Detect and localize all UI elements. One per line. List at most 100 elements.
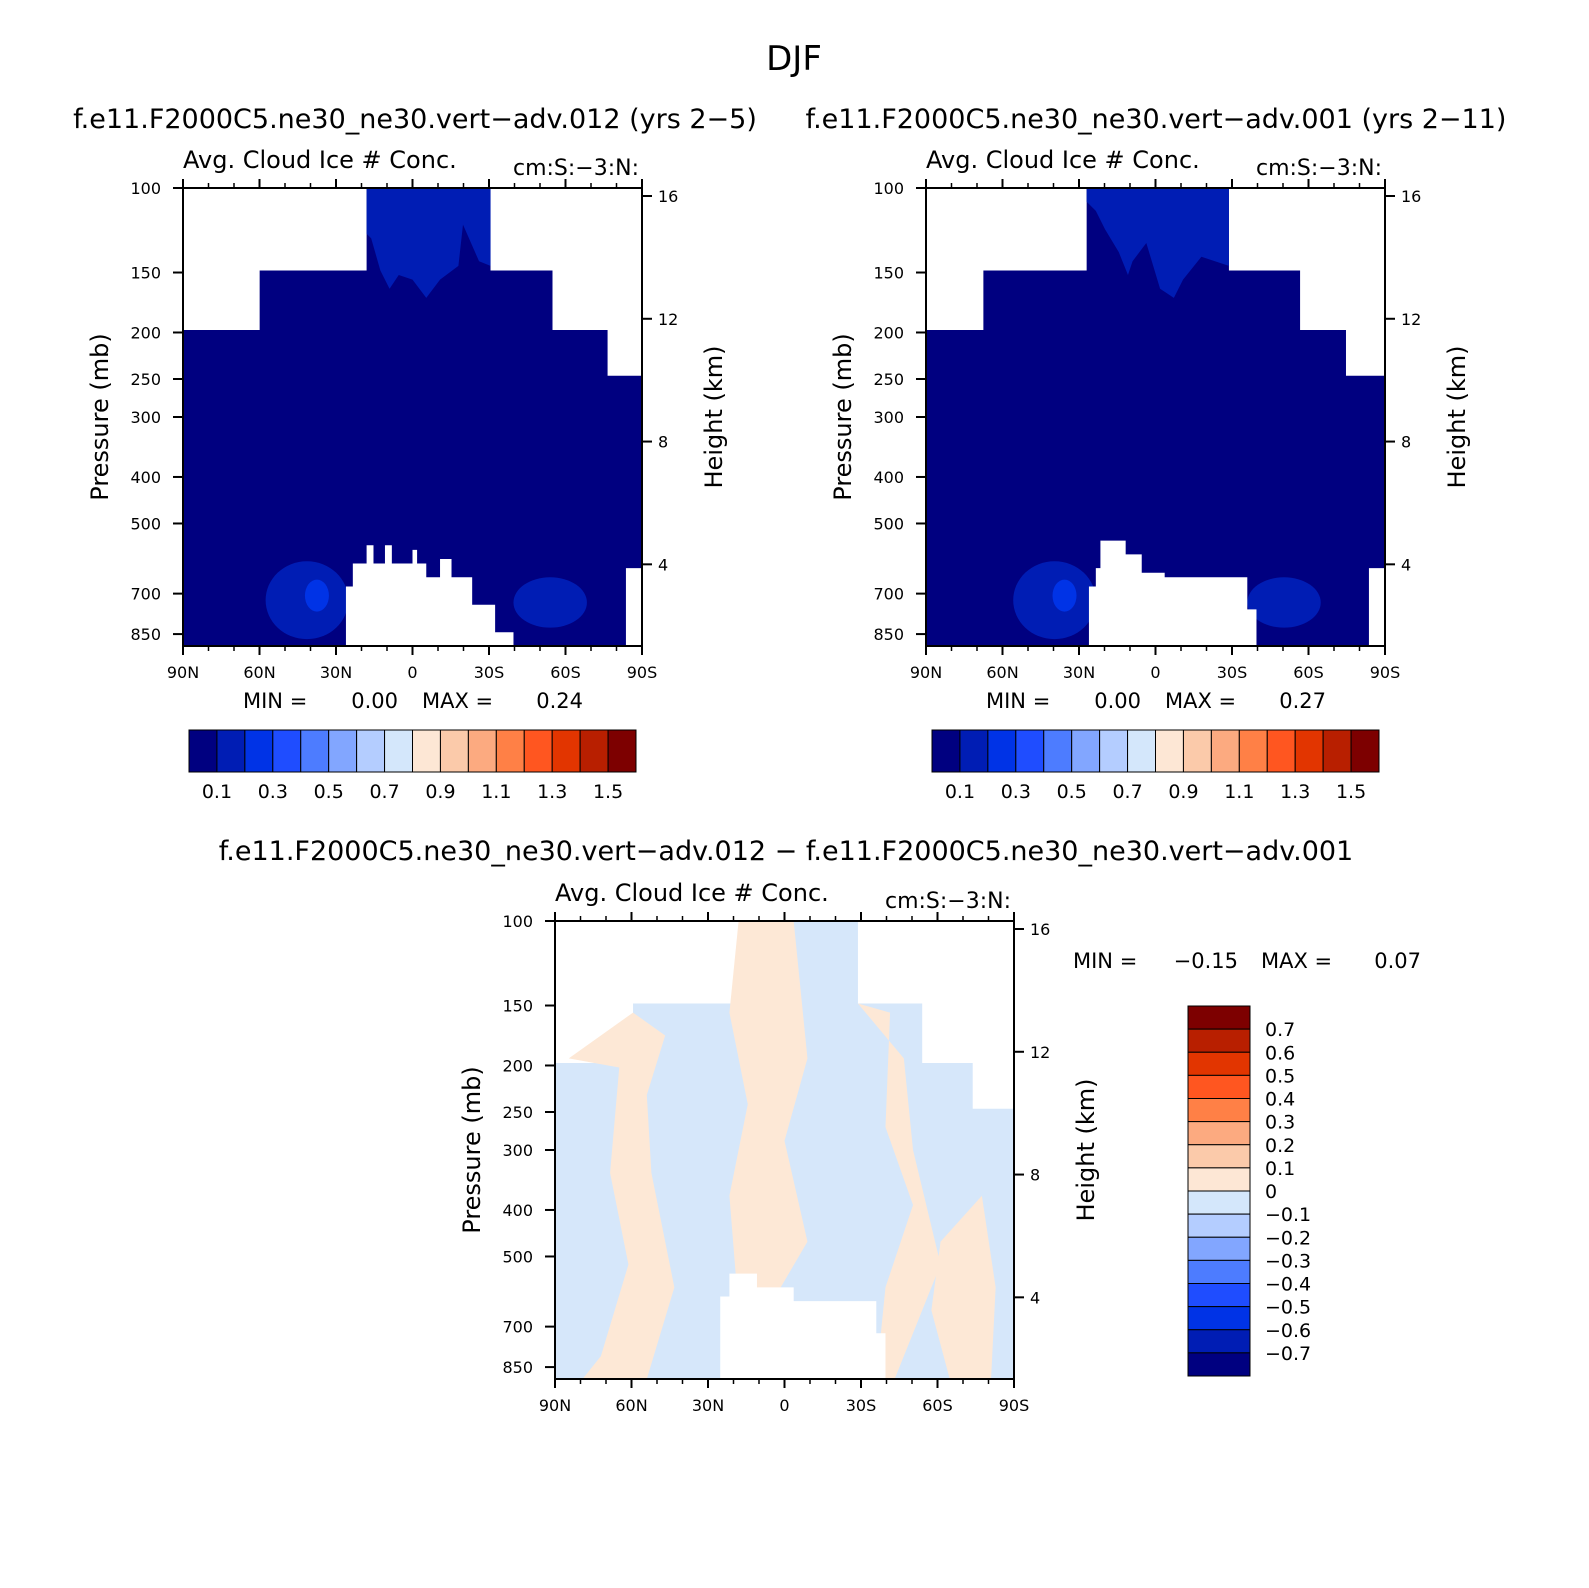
colorbar-label: 0.9 xyxy=(1168,781,1198,803)
colorbar-label: 1.5 xyxy=(593,781,623,803)
colorbar-box xyxy=(1043,729,1073,773)
y-right-tick-label: 12 xyxy=(1030,1043,1050,1062)
min-value: 0.00 xyxy=(1094,689,1141,713)
diff-positive-contour-0 xyxy=(568,1012,675,1379)
colorbar-box xyxy=(579,729,609,773)
x-tick-label: 90N xyxy=(167,663,199,682)
colorbar-box xyxy=(1187,1213,1251,1238)
colorbar-label: 0.2 xyxy=(1265,1135,1295,1157)
colorbar-box xyxy=(1187,1051,1251,1076)
x-tick-label: 60S xyxy=(1293,663,1324,682)
colorbar-label: 0.1 xyxy=(1265,1158,1295,1180)
y-tick-label: 150 xyxy=(130,264,161,283)
colorbar-box xyxy=(1187,1074,1251,1099)
colorbar-box xyxy=(412,729,441,773)
y-tick-label: 150 xyxy=(502,997,533,1016)
y-tick-label: 100 xyxy=(502,912,533,931)
colorbar-label: −0.3 xyxy=(1265,1250,1311,1272)
colorbar-label: 1.3 xyxy=(1280,781,1310,803)
colorbar-label: 0.6 xyxy=(1265,1042,1295,1064)
colorbar-box xyxy=(1238,729,1268,773)
colorbar-label: 1.3 xyxy=(537,781,567,803)
y-tick-label: 500 xyxy=(502,1247,533,1266)
colorbar-label: 0.7 xyxy=(1112,781,1142,803)
colorbar-box xyxy=(1127,729,1156,773)
colorbar-box xyxy=(1187,1306,1251,1331)
diff-positive-contour-1 xyxy=(729,921,808,1311)
colorbar-box xyxy=(300,729,330,773)
panels: 90N 60N 30N 0 30S 60S 90S100150200250300400500… xyxy=(73,104,1506,1415)
x-tick-label: 90S xyxy=(1370,663,1401,682)
colorbar-box xyxy=(1350,729,1380,773)
diff-positive-contour-2 xyxy=(857,1003,941,1379)
colorbar-label: 0.3 xyxy=(1001,781,1031,803)
upper-ice-contour xyxy=(366,188,491,298)
y-right-tick-label: 8 xyxy=(1401,433,1411,452)
colorbar-box xyxy=(1071,729,1101,773)
colorbar-box xyxy=(1187,1329,1251,1354)
panel-top-right: 90N 60N 30N 0 30S 60S 90S 100 150 200 250 300 400 500… xyxy=(806,104,1507,803)
nh-ice-core xyxy=(304,579,329,612)
y-tick-label: 500 xyxy=(873,514,904,533)
colorbar-label: −0.4 xyxy=(1265,1274,1311,1296)
min-label: MIN = xyxy=(243,689,307,713)
colorbar-box xyxy=(1187,1259,1251,1284)
colorbar-label: −0.7 xyxy=(1265,1343,1311,1365)
colorbar-box xyxy=(495,729,525,773)
colorbar-label: 0.7 xyxy=(369,781,399,803)
y-right-tick-label: 8 xyxy=(1030,1166,1040,1185)
max-value: 0.07 xyxy=(1374,949,1421,973)
y-right-axis-label: Height (km) xyxy=(1072,1079,1100,1222)
colorbar-label: 0.1 xyxy=(945,781,975,803)
y-tick-label: 700 xyxy=(130,585,161,604)
y-tick-label: 300 xyxy=(502,1141,533,1160)
x-tick-label: 90S xyxy=(627,663,658,682)
colorbar-box xyxy=(1266,729,1296,773)
case-title: f.e11.F2000C5.ne30_ne30.vert−adv.012 (yr… xyxy=(73,104,757,135)
colorbar-box xyxy=(1187,1190,1251,1215)
colorbar-box xyxy=(244,729,274,773)
colorbar-box xyxy=(1187,1098,1251,1123)
colorbar-box xyxy=(328,729,358,773)
colorbar-label: −0.2 xyxy=(1265,1227,1311,1249)
y-tick-label: 250 xyxy=(130,370,161,389)
y-right-tick-label: 8 xyxy=(658,433,668,452)
y-tick-label: 300 xyxy=(873,408,904,427)
y-axis-label: Pressure (mb) xyxy=(458,1066,486,1233)
units-label: cm:S:−3:N: xyxy=(513,156,639,181)
y-tick-label: 300 xyxy=(130,408,161,427)
missing-data-pole xyxy=(1368,568,1385,646)
y-tick-label: 700 xyxy=(502,1318,533,1337)
sh-ice-contour xyxy=(1247,577,1321,628)
y-tick-label: 100 xyxy=(873,179,904,198)
y-right-axis-label: Height (km) xyxy=(700,346,728,489)
colorbar-label: 0.5 xyxy=(1265,1065,1295,1087)
colorbar-box xyxy=(1187,1028,1251,1053)
colorbar-box xyxy=(1187,1236,1251,1261)
panel-bottom: 90N 60N 30N 0 30S 60S 90S 100 150 200 250 300 400 500… xyxy=(219,836,1421,1415)
colorbar-label: 0.5 xyxy=(1057,781,1087,803)
figure-title: DJF xyxy=(766,39,822,79)
colorbar-label: 1.1 xyxy=(1224,781,1254,803)
y-tick-label: 200 xyxy=(873,323,904,342)
missing-data xyxy=(345,545,514,646)
colorbar-label: 0.3 xyxy=(1265,1112,1295,1134)
colorbar-box xyxy=(216,729,246,773)
y-axis-label: Pressure (mb) xyxy=(829,333,857,500)
variable-title: Avg. Cloud Ice # Conc. xyxy=(183,146,457,174)
y-tick-label: 850 xyxy=(502,1358,533,1377)
colorbar-box xyxy=(1015,729,1045,773)
y-tick-label: 250 xyxy=(502,1103,533,1122)
x-tick-label: 60N xyxy=(986,663,1018,682)
x-tick-label: 90N xyxy=(539,1396,571,1415)
y-right-tick-label: 16 xyxy=(1401,187,1421,206)
variable-title: Avg. Cloud Ice # Conc. xyxy=(926,146,1200,174)
colorbar-box xyxy=(1187,1167,1251,1192)
x-tick-label: 30S xyxy=(1217,663,1248,682)
x-tick-label: 30N xyxy=(320,663,352,682)
colorbar-box xyxy=(1294,729,1324,773)
colorbar-box xyxy=(1099,729,1129,773)
x-tick-label: 0 xyxy=(779,1396,789,1415)
y-right-tick-label: 4 xyxy=(1401,555,1411,574)
